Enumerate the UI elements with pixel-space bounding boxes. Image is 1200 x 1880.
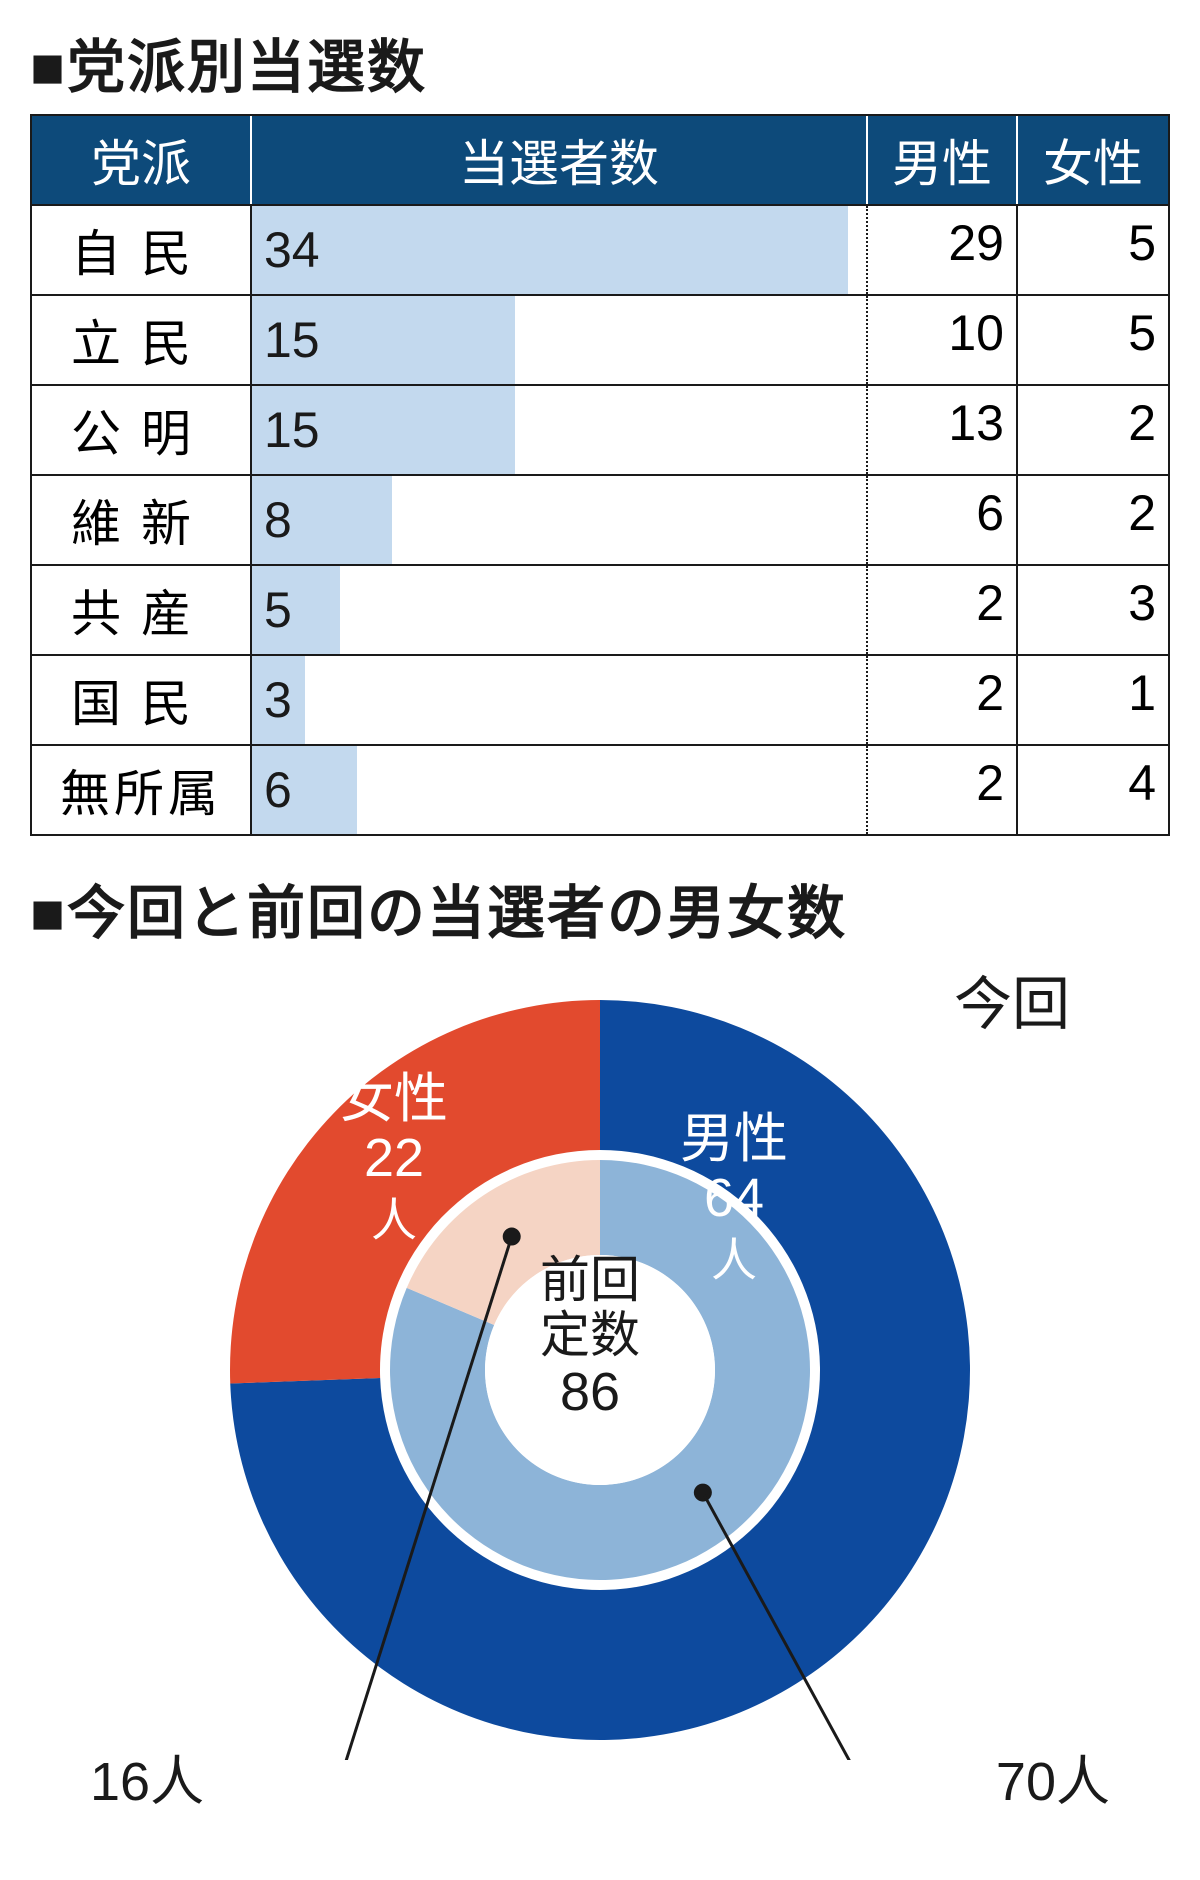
outer-female-label: 女性 xyxy=(340,1069,448,1129)
outer-male-unit: 人 xyxy=(711,1234,757,1286)
male-value: 29 xyxy=(868,206,1018,294)
female-value: 2 xyxy=(1018,476,1168,564)
bar-cell: 8 xyxy=(252,476,868,564)
table-row: 自民34 295 xyxy=(32,204,1168,294)
table-row: 維新8 62 xyxy=(32,474,1168,564)
table-row: 共産5 23 xyxy=(32,564,1168,654)
party-name: 国民 xyxy=(32,656,252,744)
donut-title: ■今回と前回の当選者の男女数 xyxy=(30,866,1170,950)
party-name: 立民 xyxy=(32,296,252,384)
outer-male-block: 男性 64 人 xyxy=(680,1110,788,1288)
outer-male-label: 男性 xyxy=(680,1109,788,1169)
female-value: 4 xyxy=(1018,746,1168,834)
party-name: 公明 xyxy=(32,386,252,474)
bar-cell: 15 xyxy=(252,386,868,474)
female-value: 5 xyxy=(1018,206,1168,294)
header-male: 男性 xyxy=(868,116,1018,204)
center-value: 86 xyxy=(560,1360,620,1425)
bar-value: 3 xyxy=(264,671,292,729)
callout-dot xyxy=(503,1228,521,1246)
bar-value: 15 xyxy=(264,311,320,369)
female-value: 5 xyxy=(1018,296,1168,384)
bar-cell: 34 xyxy=(252,206,868,294)
outer-label: 今回 xyxy=(954,970,1070,1040)
table-row: 無所属6 24 xyxy=(32,744,1168,834)
male-value: 2 xyxy=(868,566,1018,654)
header-female: 女性 xyxy=(1018,116,1168,204)
male-value: 10 xyxy=(868,296,1018,384)
female-value: 1 xyxy=(1018,656,1168,744)
inner-label: 前回 xyxy=(540,1250,640,1310)
male-value: 2 xyxy=(868,656,1018,744)
table-section: ■党派別当選数 党派 当選者数 男性 女性 自民34295立民15105公明15… xyxy=(30,20,1170,836)
bar-value: 8 xyxy=(264,491,292,549)
center-label: 定数 xyxy=(540,1305,640,1365)
header-party: 党派 xyxy=(32,116,252,204)
party-name: 共産 xyxy=(32,566,252,654)
table-row: 公明15 132 xyxy=(32,384,1168,474)
party-name: 維新 xyxy=(32,476,252,564)
table-row: 立民15 105 xyxy=(32,294,1168,384)
bar-value: 34 xyxy=(264,221,320,279)
male-value: 13 xyxy=(868,386,1018,474)
inner-male-callout: 70人 xyxy=(996,1750,1110,1815)
inner-female-callout: 16人 xyxy=(90,1750,204,1815)
bar-cell: 5 xyxy=(252,566,868,654)
party-name: 無所属 xyxy=(32,746,252,834)
donut-section: ■今回と前回の当選者の男女数 今回 男性 64 人 女性 22 人 前回 定数 … xyxy=(30,866,1170,1860)
bar-cell: 15 xyxy=(252,296,868,384)
outer-female-value: 22 xyxy=(364,1128,424,1188)
table-header-row: 党派 当選者数 男性 女性 xyxy=(32,116,1168,204)
bar-cell: 6 xyxy=(252,746,868,834)
male-value: 6 xyxy=(868,476,1018,564)
party-name: 自民 xyxy=(32,206,252,294)
table-row: 国民3 21 xyxy=(32,654,1168,744)
bar-cell: 3 xyxy=(252,656,868,744)
outer-female-block: 女性 22 人 xyxy=(340,1070,448,1248)
male-value: 2 xyxy=(868,746,1018,834)
header-elected: 当選者数 xyxy=(252,116,868,204)
bar-value: 5 xyxy=(264,581,292,639)
donut-chart: 今回 男性 64 人 女性 22 人 前回 定数 86 16人 70人 xyxy=(30,960,1170,1860)
female-value: 2 xyxy=(1018,386,1168,474)
bar-value: 15 xyxy=(264,401,320,459)
bar-value: 6 xyxy=(264,761,292,819)
table-title: ■党派別当選数 xyxy=(30,20,1170,104)
party-table: 党派 当選者数 男性 女性 自民34295立民15105公明15132維新862… xyxy=(30,114,1170,836)
female-value: 3 xyxy=(1018,566,1168,654)
outer-female-unit: 人 xyxy=(371,1194,417,1246)
outer-male-value: 64 xyxy=(704,1168,764,1228)
